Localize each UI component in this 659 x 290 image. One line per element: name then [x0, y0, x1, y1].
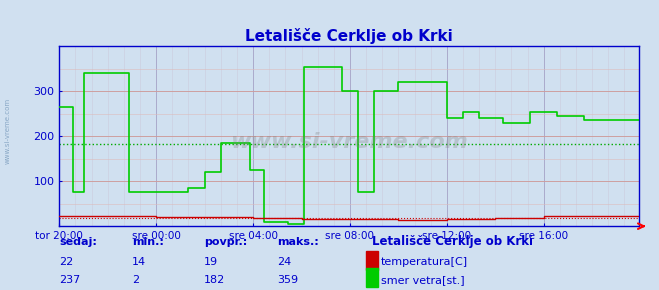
Text: maks.:: maks.:: [277, 237, 318, 247]
Text: povpr.:: povpr.:: [204, 237, 248, 247]
Text: 22: 22: [59, 257, 74, 267]
Text: www.si-vreme.com: www.si-vreme.com: [5, 97, 11, 164]
Text: www.si-vreme.com: www.si-vreme.com: [231, 132, 468, 152]
Text: sedaj:: sedaj:: [59, 237, 97, 247]
Text: 24: 24: [277, 257, 291, 267]
Title: Letališče Cerklje ob Krki: Letališče Cerklje ob Krki: [245, 28, 453, 44]
Text: 237: 237: [59, 275, 80, 285]
Text: 14: 14: [132, 257, 146, 267]
Text: temperatura[C]: temperatura[C]: [381, 257, 468, 267]
Text: 2: 2: [132, 275, 139, 285]
Text: min.:: min.:: [132, 237, 163, 247]
Text: 182: 182: [204, 275, 225, 285]
Text: smer vetra[st.]: smer vetra[st.]: [381, 275, 465, 285]
Text: 359: 359: [277, 275, 298, 285]
Text: Letališče Cerklje ob Krki: Letališče Cerklje ob Krki: [372, 235, 533, 248]
Text: 19: 19: [204, 257, 218, 267]
